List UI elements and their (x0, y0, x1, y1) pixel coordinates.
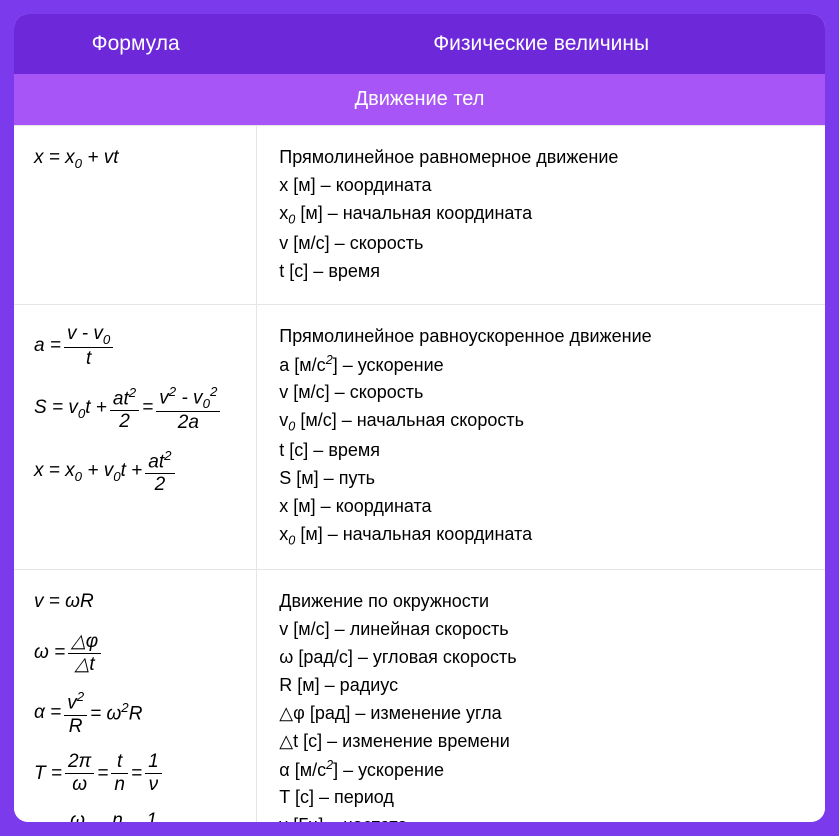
description-cell: Прямолинейное равномерное движение x [м]… (257, 126, 825, 304)
formula: ν = ω 2π = n t = 1 T (34, 810, 236, 822)
formula-cell: v = ωR ω = △φ △t α = v2 R = ω2R (14, 570, 257, 822)
formula-text: v = ωR (34, 588, 94, 617)
desc-line: S [м] – путь (279, 465, 805, 493)
numerator: v - v0 (64, 323, 113, 348)
fraction: 1 ν (145, 751, 162, 796)
fraction: ω 2π (63, 810, 92, 822)
desc-line: v0 [м/с] – начальная скорость (279, 407, 805, 437)
numerator: v2 (64, 689, 87, 715)
denominator: R (64, 716, 87, 738)
desc-line: α [м/с2] – ускорение (279, 756, 805, 785)
formula-text: x = x0 + v0t + (34, 457, 142, 487)
numerator: 1 (143, 810, 161, 822)
denominator: 2 (110, 411, 139, 433)
numerator: t (111, 751, 128, 774)
table-row: a = v - v0 t S = v0t + at2 2 = v2 - v02 (14, 304, 825, 570)
denominator: △t (68, 654, 101, 676)
formula-text: α = (34, 699, 61, 728)
denominator: t (64, 348, 113, 370)
denominator: ω (65, 774, 94, 796)
desc-line: v [м/с] – скорость (279, 230, 805, 258)
fraction: v2 - v02 2a (156, 384, 220, 434)
fraction: v - v0 t (64, 323, 113, 370)
desc-line: x0 [м] – начальная координата (279, 200, 805, 230)
formula: S = v0t + at2 2 = v2 - v02 2a (34, 384, 236, 434)
section-title: Движение тел (14, 74, 825, 125)
formula-cell: a = v - v0 t S = v0t + at2 2 = v2 - v02 (14, 305, 257, 570)
formula-text: ω = (34, 639, 65, 668)
header-formula: Формула (14, 32, 257, 56)
formula-text: T = (34, 760, 62, 789)
numerator: n (109, 810, 126, 822)
formula-cell: x = x0 + vt (14, 126, 257, 304)
fraction: at2 2 (145, 448, 174, 496)
desc-line: v [м/с] – скорость (279, 379, 805, 407)
fraction: 2π ω (65, 751, 94, 796)
denominator: 2a (156, 412, 220, 434)
desc-line: Движение по окружности (279, 588, 805, 616)
formula: x = x0 + vt (34, 144, 236, 174)
fraction: n t (109, 810, 126, 822)
denominator: ν (145, 774, 162, 796)
table-row: v = ωR ω = △φ △t α = v2 R = ω2R (14, 569, 825, 822)
formula: ω = △φ △t (34, 631, 236, 676)
desc-line: R [м] – радиус (279, 672, 805, 700)
fraction: v2 R (64, 689, 87, 737)
desc-line: x0 [м] – начальная координата (279, 521, 805, 551)
fraction: t n (111, 751, 128, 796)
denominator: n (111, 774, 128, 796)
desc-line: Прямолинейное равномерное движение (279, 144, 805, 172)
desc-line: x [м] – координата (279, 493, 805, 521)
table-row: x = x0 + vt Прямолинейное равномерное дв… (14, 125, 825, 304)
numerator: 2π (65, 751, 94, 774)
desc-line: ω [рад/с] – угловая скорость (279, 644, 805, 672)
formula-text: = (95, 818, 106, 822)
denominator: 2 (145, 474, 174, 496)
desc-line: a [м/с2] – ускорение (279, 351, 805, 380)
formula-text: ν = (34, 818, 60, 822)
formula: α = v2 R = ω2R (34, 689, 236, 737)
formula-text: a = (34, 332, 61, 361)
description-cell: Движение по окружности v [м/с] – линейна… (257, 570, 825, 822)
formula-text: = (142, 394, 153, 423)
numerator: △φ (68, 631, 101, 654)
formula: a = v - v0 t (34, 323, 236, 370)
formula-text: = (129, 818, 140, 822)
formula-card: Формула Физические величины Движение тел… (14, 14, 825, 822)
desc-line: △φ [рад] – изменение угла (279, 700, 805, 728)
table-header: Формула Физические величины (14, 14, 825, 74)
formula-text: = (97, 760, 108, 789)
desc-line: x [м] – координата (279, 172, 805, 200)
formula: v = ωR (34, 588, 236, 617)
fraction: △φ △t (68, 631, 101, 676)
numerator: ω (63, 810, 92, 822)
formula: x = x0 + v0t + at2 2 (34, 448, 236, 496)
desc-line: t [с] – время (279, 437, 805, 465)
formula-text: = (131, 760, 142, 789)
formula-text: = ω2R (90, 698, 142, 729)
formula-text: x = x0 + vt (34, 144, 119, 174)
desc-line: T [с] – период (279, 784, 805, 812)
formula: T = 2π ω = t n = 1 ν (34, 751, 236, 796)
numerator: at2 (145, 448, 174, 474)
fraction: at2 2 (110, 385, 139, 433)
table-body: x = x0 + vt Прямолинейное равномерное дв… (14, 125, 825, 822)
desc-line: ν [Гц] – частота (279, 812, 805, 822)
desc-line: t [с] – время (279, 258, 805, 286)
numerator: at2 (110, 385, 139, 411)
desc-line: △t [с] – изменение времени (279, 728, 805, 756)
formula-text: S = v0t + (34, 394, 107, 424)
fraction: 1 T (143, 810, 161, 822)
desc-line: Прямолинейное равноускоренное движение (279, 323, 805, 351)
numerator: 1 (145, 751, 162, 774)
description-cell: Прямолинейное равноускоренное движение a… (257, 305, 825, 570)
desc-line: v [м/с] – линейная скорость (279, 616, 805, 644)
numerator: v2 - v02 (156, 384, 220, 412)
header-desc: Физические величины (257, 32, 825, 56)
